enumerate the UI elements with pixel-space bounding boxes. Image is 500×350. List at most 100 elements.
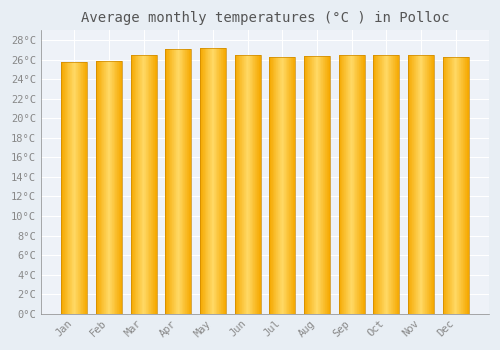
Bar — [118, 61, 120, 314]
Bar — [173, 49, 174, 314]
Bar — [62, 62, 64, 314]
Bar — [120, 61, 122, 314]
Bar — [99, 61, 100, 314]
Bar — [420, 55, 421, 314]
Bar — [65, 62, 66, 314]
Bar — [210, 48, 211, 314]
Bar — [378, 55, 379, 314]
Bar — [248, 55, 249, 314]
Bar — [408, 55, 409, 314]
Bar — [272, 57, 273, 314]
Bar — [270, 57, 271, 314]
Bar — [308, 56, 309, 314]
Bar — [283, 57, 284, 314]
Bar — [208, 48, 209, 314]
Bar — [414, 55, 415, 314]
Bar — [240, 55, 241, 314]
Bar — [106, 61, 107, 314]
Bar — [451, 57, 452, 314]
Bar — [75, 62, 76, 314]
Bar — [168, 49, 169, 314]
Bar — [249, 55, 250, 314]
Bar — [103, 61, 104, 314]
Bar — [317, 56, 318, 314]
Bar — [467, 57, 468, 314]
Bar — [458, 57, 459, 314]
Bar — [328, 56, 330, 314]
Bar — [215, 48, 216, 314]
Bar — [357, 55, 358, 314]
Bar — [256, 55, 258, 314]
Bar — [466, 57, 467, 314]
Bar — [149, 55, 150, 314]
Bar — [239, 55, 240, 314]
Bar — [134, 55, 135, 314]
Bar — [446, 57, 447, 314]
Bar — [280, 57, 281, 314]
Bar — [205, 48, 206, 314]
Bar — [360, 55, 362, 314]
Bar — [211, 48, 212, 314]
Bar — [105, 61, 106, 314]
Bar — [320, 56, 321, 314]
Bar — [222, 48, 224, 314]
Bar — [145, 55, 146, 314]
Bar — [449, 57, 450, 314]
Bar — [316, 56, 317, 314]
Bar — [141, 55, 142, 314]
Bar — [416, 55, 417, 314]
Bar — [415, 55, 416, 314]
Bar — [271, 57, 272, 314]
Bar — [425, 55, 426, 314]
Bar — [273, 57, 274, 314]
Bar — [96, 61, 98, 314]
Bar — [462, 57, 464, 314]
Bar — [171, 49, 172, 314]
Bar — [323, 56, 324, 314]
Bar — [306, 56, 307, 314]
Bar — [96, 61, 122, 314]
Bar — [380, 55, 381, 314]
Bar — [148, 55, 149, 314]
Bar — [237, 55, 238, 314]
Bar — [375, 55, 376, 314]
Bar — [234, 55, 236, 314]
Bar — [385, 55, 386, 314]
Bar — [182, 49, 183, 314]
Bar — [70, 62, 71, 314]
Bar — [348, 55, 349, 314]
Bar — [421, 55, 422, 314]
Bar — [104, 61, 105, 314]
Bar — [453, 57, 454, 314]
Bar — [68, 62, 69, 314]
Bar — [278, 57, 279, 314]
Bar — [166, 49, 167, 314]
Bar — [178, 49, 179, 314]
Bar — [277, 57, 278, 314]
Bar — [310, 56, 311, 314]
Bar — [319, 56, 320, 314]
Bar — [203, 48, 204, 314]
Bar — [354, 55, 355, 314]
Bar — [410, 55, 411, 314]
Bar — [147, 55, 148, 314]
Bar — [339, 55, 340, 314]
Bar — [102, 61, 103, 314]
Bar — [464, 57, 466, 314]
Bar — [181, 49, 182, 314]
Bar — [279, 57, 280, 314]
Bar — [338, 55, 339, 314]
Bar — [183, 49, 184, 314]
Bar — [413, 55, 414, 314]
Bar — [455, 57, 456, 314]
Bar — [151, 55, 152, 314]
Bar — [213, 48, 214, 314]
Bar — [209, 48, 210, 314]
Bar — [184, 49, 185, 314]
Bar — [418, 55, 419, 314]
Bar — [387, 55, 388, 314]
Bar — [76, 62, 77, 314]
Bar — [109, 61, 110, 314]
Bar — [287, 57, 288, 314]
Bar — [286, 57, 287, 314]
